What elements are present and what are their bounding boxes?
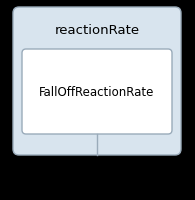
- FancyBboxPatch shape: [13, 8, 181, 155]
- Text: reactionRate: reactionRate: [54, 23, 140, 36]
- Text: FallOffReactionRate: FallOffReactionRate: [39, 86, 155, 99]
- FancyBboxPatch shape: [22, 50, 172, 134]
